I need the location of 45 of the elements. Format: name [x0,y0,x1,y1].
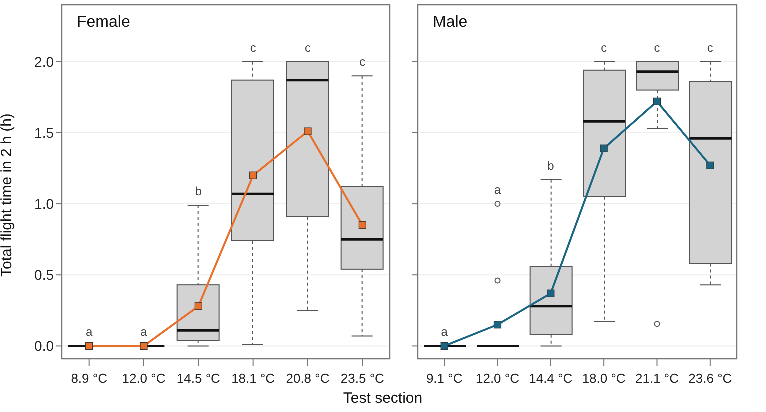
x-tick-label: 23.5 °C [340,371,384,386]
point [250,172,258,180]
point [440,342,448,350]
y-tick-label: 1.5 [34,124,54,141]
y-tick-label: 1.0 [34,196,54,212]
point [494,321,502,329]
annotation: a [494,183,502,198]
x-tick-label: 12.0 °C [122,371,166,386]
y-axis-title: Total flight time in 2 h (h) [0,114,16,277]
annotation: c [601,40,608,55]
annotation: a [140,325,148,340]
point [358,222,366,230]
x-tick-label: 18.0 °C [582,371,626,386]
annotation: c [654,40,660,55]
text: Male [433,14,468,32]
x-tick-label: 23.6 °C [688,371,732,386]
annotation: b [548,158,555,173]
y-tick-label: 2.0 [34,54,54,70]
y-tick-label: 0.5 [34,267,54,284]
point [140,342,148,350]
x-tick-label: 18.1 °C [232,371,276,386]
annotation: c [360,55,366,70]
annotation: c [305,40,311,55]
point [304,128,312,136]
x-tick-label: 20.8 °C [286,371,330,386]
annotation: b [195,184,202,198]
annotation: c [250,40,256,55]
point [194,302,202,310]
x-tick-label: 14.4 °C [529,371,573,386]
y-tick-label: 0.0 [34,338,54,354]
x-tick-label: 21.1 °C [635,371,680,386]
x-tick-label: 14.5 °C [176,371,220,386]
text: Female [77,14,130,32]
x-axis-title: Test section [342,390,424,407]
point [706,162,714,170]
annotation: a [86,325,93,340]
point [547,290,555,298]
annotation: a [441,325,448,340]
point [653,98,662,106]
point [86,342,94,350]
point [600,144,608,152]
x-tick-label: 9.1 °C [426,371,463,386]
annotation: c [707,40,714,55]
x-tick-label: 12.0 °C [476,371,520,386]
x-tick-label: 8.9 °C [71,371,108,386]
